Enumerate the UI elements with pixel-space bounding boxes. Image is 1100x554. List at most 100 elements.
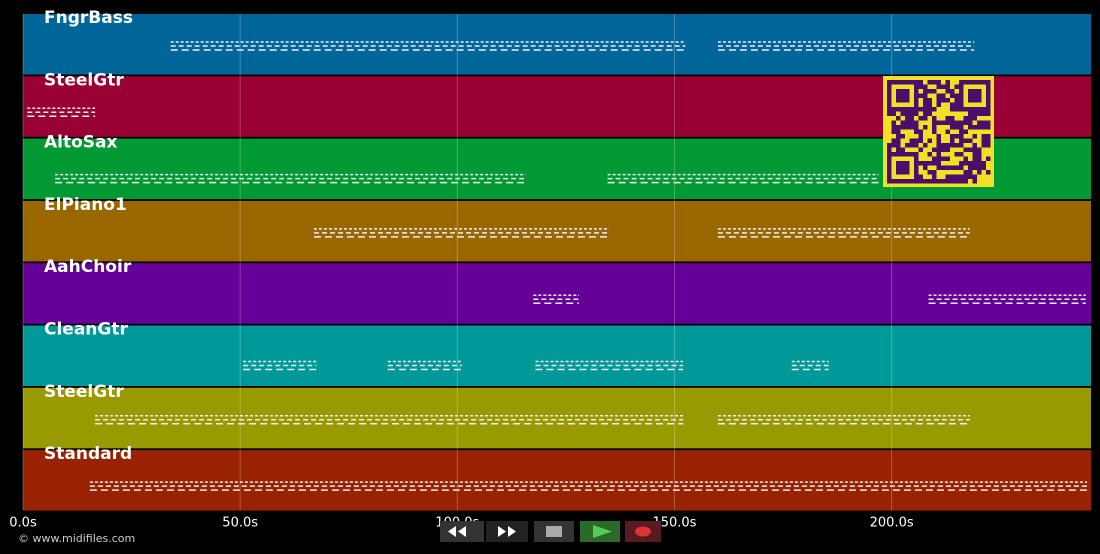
qr-module: [981, 161, 986, 166]
qr-module: [941, 143, 946, 148]
qr-module: [968, 111, 973, 116]
qr-module: [936, 179, 941, 184]
qr-module: [945, 156, 950, 161]
qr-module: [927, 138, 932, 143]
qr-module: [968, 161, 973, 166]
track-name: ElPiano1: [44, 195, 127, 215]
qr-module: [959, 129, 964, 134]
qr-module: [914, 129, 919, 134]
stop-button[interactable]: [534, 521, 574, 542]
qr-module: [950, 138, 955, 143]
qr-module: [918, 129, 923, 134]
qr-module: [896, 134, 901, 139]
qr-module: [977, 152, 982, 157]
note-span: [55, 173, 526, 184]
qr-module: [936, 84, 941, 89]
track-name: AahChoir: [44, 257, 132, 277]
fast-forward-button[interactable]: [486, 521, 528, 542]
credit: © www.midifiles.com: [18, 532, 135, 545]
qr-module: [909, 138, 914, 143]
qr-module: [909, 116, 914, 121]
qr-module: [945, 116, 950, 121]
qr-module: [972, 179, 977, 184]
qr-module: [954, 179, 959, 184]
qr-module: [959, 125, 964, 130]
qr-module: [950, 143, 955, 148]
qr-module: [941, 165, 946, 170]
qr-module: [891, 138, 896, 143]
qr-module: [941, 120, 946, 125]
qr-module: [896, 147, 901, 152]
qr-module: [945, 98, 950, 103]
note-span: [243, 360, 317, 371]
qr-module: [981, 125, 986, 130]
qr-module: [963, 138, 968, 143]
qr-module: [968, 125, 973, 130]
qr-module: [891, 143, 896, 148]
play-button[interactable]: [580, 521, 620, 542]
qr-module: [954, 98, 959, 103]
qr-module: [914, 120, 919, 125]
qr-module: [941, 179, 946, 184]
qr-module: [941, 156, 946, 161]
qr-module: [959, 120, 964, 125]
qr-module: [959, 174, 964, 179]
qr-module: [927, 170, 932, 175]
qr-module: [963, 174, 968, 179]
qr-module: [986, 143, 991, 148]
qr-module: [972, 152, 977, 157]
qr-module: [950, 102, 955, 107]
qr-module: [963, 179, 968, 184]
qr-module: [986, 156, 991, 161]
qr-module: [945, 120, 950, 125]
qr-module: [923, 89, 928, 94]
qr-module: [986, 125, 991, 130]
qr-module: [945, 84, 950, 89]
qr-module: [896, 129, 901, 134]
qr-module: [941, 98, 946, 103]
qr-module: [932, 120, 937, 125]
rewind-button[interactable]: [440, 521, 484, 542]
qr-module: [954, 134, 959, 139]
qr-module: [905, 111, 910, 116]
track-name: SteelGtr: [44, 70, 124, 90]
x-tick-label: 150.0s: [652, 516, 696, 531]
qr-module: [900, 147, 905, 152]
qr-module: [950, 134, 955, 139]
qr-module: [918, 93, 923, 98]
qr-module: [891, 129, 896, 134]
qr-module: [954, 84, 959, 89]
qr-module: [923, 102, 928, 107]
qr-module: [914, 111, 919, 116]
qr-module: [923, 179, 928, 184]
record-button[interactable]: [625, 521, 661, 542]
qr-module: [981, 143, 986, 148]
qr-module: [972, 161, 977, 166]
qr-module: [950, 89, 955, 94]
x-tick-label: 50.0s: [222, 516, 258, 531]
qr-module: [963, 116, 968, 121]
qr-module: [918, 80, 923, 85]
qr-module: [923, 143, 928, 148]
qr-finder: [968, 89, 982, 103]
qr-module: [936, 161, 941, 166]
qr-module: [972, 111, 977, 116]
qr-module: [950, 120, 955, 125]
qr-module: [891, 120, 896, 125]
qr-module: [959, 165, 964, 170]
qr-module: [977, 125, 982, 130]
qr-module: [963, 147, 968, 152]
qr-module: [923, 84, 928, 89]
qr-module: [981, 165, 986, 170]
qr-module: [909, 125, 914, 130]
qr-module: [972, 116, 977, 121]
qr-module: [963, 120, 968, 125]
qr-module: [954, 120, 959, 125]
qr-module: [905, 116, 910, 121]
qr-module: [977, 111, 982, 116]
note-span: [535, 360, 684, 371]
track-name: SteelGtr: [44, 382, 124, 402]
qr-module: [959, 161, 964, 166]
qr-module: [905, 120, 910, 125]
qr-module: [986, 134, 991, 139]
